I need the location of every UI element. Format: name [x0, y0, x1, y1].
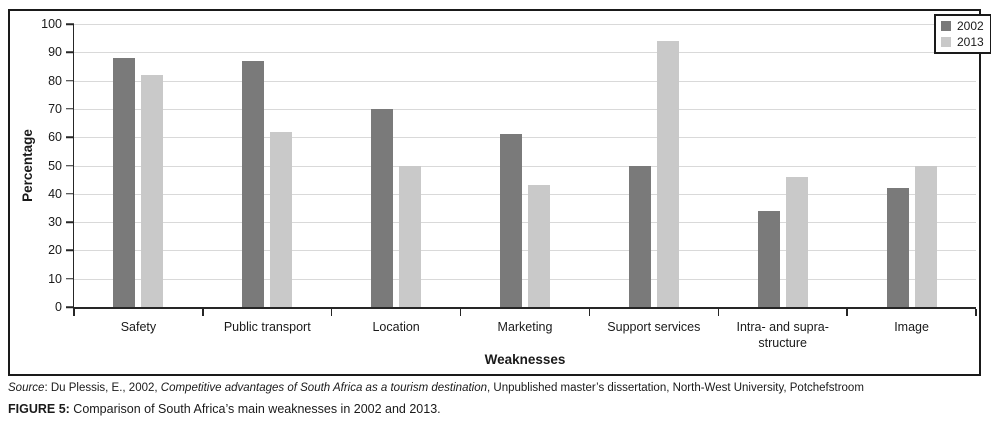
y-axis-tick	[66, 306, 74, 308]
category-label: Public transport	[223, 320, 311, 334]
x-axis-tick	[202, 309, 204, 316]
category-label: Intra- and supra-structure	[736, 320, 829, 351]
bar-2013-location	[399, 165, 422, 307]
chart-frame: Percentage 0 10 20 30 40 50 60 70 80 90 100 Safety P…	[8, 9, 991, 376]
x-axis-title: Weaknesses	[484, 352, 566, 367]
x-axis-tick	[330, 309, 333, 316]
y-tick-label: 10	[48, 271, 62, 286]
y-tick-label: 30	[48, 214, 62, 229]
y-tick-label: 90	[48, 45, 62, 60]
y-axis-tick	[66, 23, 74, 25]
y-axis-tick	[66, 193, 74, 195]
y-tick-label: 0	[55, 299, 62, 314]
legend-label: 2013	[957, 35, 984, 49]
y-tick-label: 50	[48, 158, 62, 173]
bar-2002-intra-and-supra-structure	[757, 210, 780, 307]
category-label: Location	[372, 320, 420, 334]
x-axis-tick	[846, 309, 848, 316]
caption-prefix: FIGURE 5:	[8, 402, 70, 416]
legend-swatch	[941, 21, 951, 31]
y-tick-label: 40	[48, 186, 62, 201]
gridline	[74, 108, 976, 110]
gridline	[74, 80, 976, 82]
legend-swatch	[941, 37, 951, 47]
source-text-2: , Unpublished master’s dissertation, Nor…	[487, 382, 864, 394]
bar-2002-support-services	[628, 165, 651, 307]
legend-label: 2002	[957, 19, 984, 33]
source-label: Source	[8, 382, 45, 394]
y-tick-label: 60	[48, 129, 62, 144]
gridline	[74, 24, 976, 25]
gridline	[74, 137, 976, 139]
gridline	[74, 250, 976, 252]
bar-2013-safety	[141, 74, 164, 307]
y-axis-tick	[66, 136, 74, 138]
gridline	[74, 52, 976, 54]
y-axis-tick	[66, 249, 74, 252]
y-tick-label: 20	[48, 243, 62, 258]
y-axis-tick	[66, 79, 74, 82]
bar-2013-intra-and-supra-structure	[785, 176, 808, 307]
bar-2013-support-services	[656, 40, 679, 307]
gridline	[74, 165, 976, 167]
bar-2013-image	[914, 165, 937, 307]
y-axis-tick	[66, 108, 74, 110]
x-axis-tick	[459, 309, 462, 316]
category-label: Marketing	[497, 320, 553, 334]
x-axis-tick	[717, 309, 720, 316]
y-axis-tick	[66, 51, 74, 54]
legend: 2002 2013	[934, 14, 991, 54]
bar-2002-safety	[113, 57, 136, 307]
y-axis-tick	[66, 277, 74, 280]
y-tick-label: 70	[48, 101, 62, 116]
figure-caption: FIGURE 5: Comparison of South Africa’s m…	[8, 402, 441, 416]
bar-2002-location	[371, 108, 394, 307]
gridline	[74, 193, 976, 195]
y-tick-label: 100	[41, 16, 62, 31]
caption-text: Comparison of South Africa’s main weakne…	[69, 402, 441, 416]
x-axis-tick	[975, 309, 977, 316]
y-axis-tick	[66, 164, 74, 167]
gridline	[74, 278, 976, 280]
x-axis-tick	[73, 309, 75, 316]
x-axis-tick	[588, 309, 591, 316]
source-line: Source: Du Plessis, E., 2002, Competitiv…	[8, 382, 864, 394]
bar-2013-marketing	[528, 185, 550, 307]
bar-2002-marketing	[500, 134, 522, 307]
source-text-1: : Du Plessis, E., 2002,	[44, 382, 161, 394]
category-label: Image	[894, 320, 929, 334]
category-label: Support services	[607, 320, 701, 334]
bar-2002-public-transport	[242, 60, 265, 307]
y-tick-label: 80	[48, 73, 62, 88]
source-title: Competitive advantages of South Africa a…	[160, 382, 488, 394]
bar-2013-public-transport	[270, 131, 293, 307]
plot-area: 0 10 20 30 40 50 60 70 80 90 100 Safety Public trans…	[41, 18, 977, 350]
legend-item: 2013	[941, 36, 984, 48]
y-axis-tick	[66, 221, 74, 223]
gridline	[74, 222, 976, 224]
legend-item: 2002	[941, 20, 984, 32]
category-label: Safety	[120, 320, 157, 334]
bar-2002-image	[886, 188, 909, 307]
